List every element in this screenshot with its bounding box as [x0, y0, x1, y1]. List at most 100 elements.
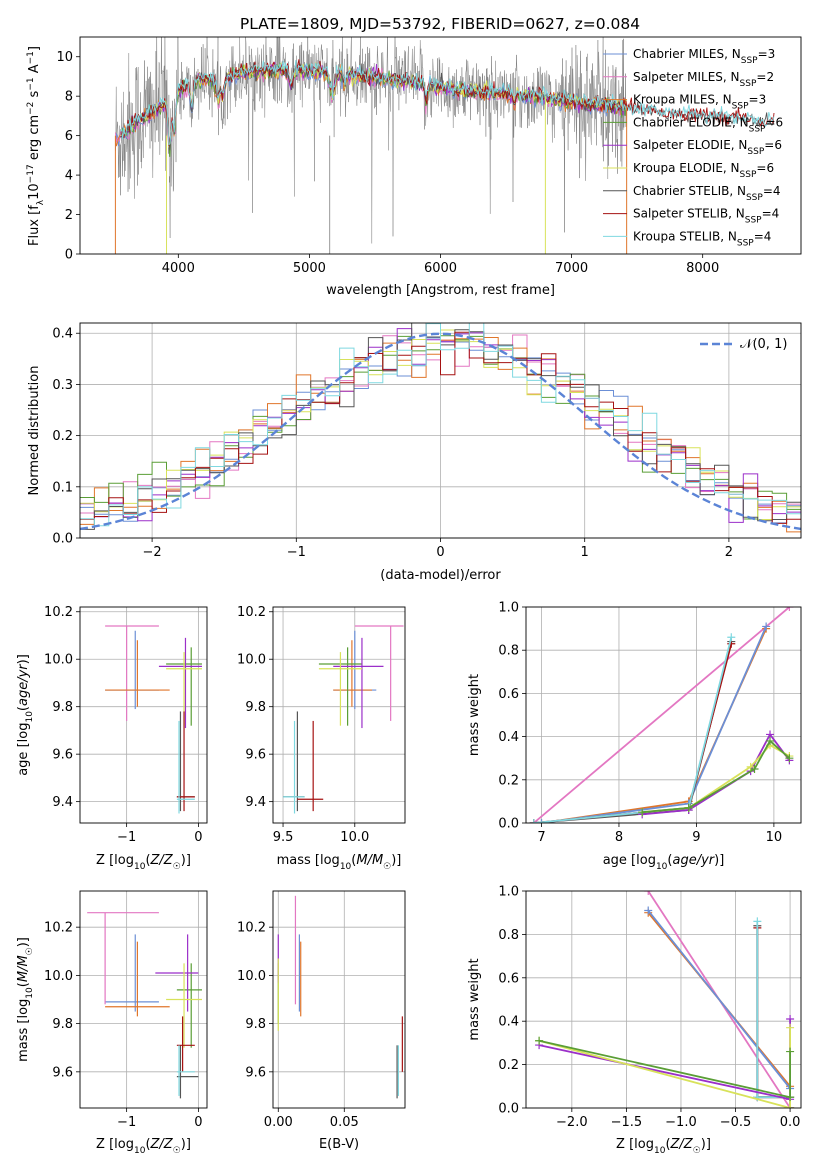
legend-label: Salpeter MILES, NSSP=2	[633, 70, 774, 89]
x-tick-label: 9.5	[273, 830, 294, 845]
y-tick-label: 0	[65, 248, 73, 263]
y-axis-label: Normed distribution	[27, 366, 42, 496]
x-axis-label-part: ☉	[173, 862, 181, 872]
legend-label-part: SSP	[740, 79, 757, 89]
plot-area-weight-vs-age	[529, 607, 794, 823]
x-axis-label-part: (	[667, 853, 672, 868]
y-axis-label-part: mass [log	[16, 999, 31, 1062]
x-axis-label-part: age/yr	[672, 853, 715, 868]
x-axis-label-part: M/M	[356, 853, 383, 868]
plot-area-mass-vs-EBV	[277, 895, 403, 1099]
axes-frame-weight-vs-age	[525, 606, 802, 824]
weight-series-line	[533, 607, 790, 823]
y-axis-label: Flux [fλ10−17 erg cm−2 s−1 A−1]	[26, 46, 46, 246]
plot-area-residuals	[80, 323, 801, 533]
weight-point-marker	[766, 736, 775, 745]
legend-label-part: =4	[762, 207, 780, 221]
x-axis-label-part: Z [log	[96, 853, 134, 868]
panel-spectrum: 4000 5000 6000 7000 8000 0 2 4 6 8 10 Chabrier MILE…	[26, 36, 802, 298]
panel-residuals: −2 −1 0 1 2 0.0 0.1 0.2 0.3 0.4 𝒩(0, 1) (data-model…	[27, 322, 802, 583]
legend-label: Kroupa ELODIE, NSSP=6	[633, 161, 774, 180]
y-axis-label-part: (	[16, 706, 31, 711]
weight-point-marker	[684, 803, 693, 812]
histogram-step-line	[80, 323, 801, 527]
axes-frame-age-vs-Z	[79, 606, 208, 824]
y-axis-label-part: (	[16, 982, 31, 987]
y-tick-label: 0.3	[52, 378, 73, 393]
legend-label: 𝒩(0, 1)	[740, 337, 787, 352]
weight-point-marker	[785, 754, 794, 763]
y-tick-label: 2	[65, 208, 73, 223]
x-axis-label-part: age [log	[603, 853, 656, 868]
x-axis-label-part: ☉	[173, 1146, 181, 1156]
legend-label: Chabrier ELODIE, NSSP=6	[633, 115, 783, 134]
x-axis-label-part: ☉	[693, 1146, 701, 1156]
weight-point-marker	[786, 1047, 795, 1056]
x-axis-label: wavelength [Angstrom, rest frame]	[326, 283, 555, 298]
y-axis-label-part: −1	[26, 77, 36, 90]
legend-label: Kroupa MILES, NSSP=3	[633, 93, 766, 112]
x-axis-label-part: mass [log	[277, 853, 340, 868]
legend-label-part: =6	[765, 115, 783, 129]
y-axis-label-part: age/yr	[16, 663, 31, 706]
y-axis-label-part: )]	[16, 654, 31, 664]
x-axis-label-part: )]	[701, 1137, 711, 1152]
x-tick-label: 10.0	[340, 830, 369, 845]
legend-label-part: Chabrier MILES, N	[633, 47, 741, 61]
x-tick-label: 0	[194, 830, 202, 845]
x-tick-label: 0.00	[264, 1115, 293, 1130]
y-tick-label: 10.0	[237, 969, 266, 984]
panel-age-vs-Z: −1 09.49.69.810.010.2Z [log10(Z/Z☉)]age […	[16, 605, 208, 872]
legend-label-part: Salpeter MILES, N	[633, 70, 740, 84]
legend-label-part: Kroupa MILES, N	[633, 93, 732, 107]
plot-area-spectrum	[114, 37, 775, 254]
x-axis-label-part: ☉	[383, 862, 391, 872]
y-axis-label-part: −17	[26, 164, 36, 183]
x-tick-label: 0	[194, 1115, 202, 1130]
y-tick-label: 10	[56, 50, 73, 65]
x-axis-label-part: )]	[391, 853, 401, 868]
y-tick-label: 0.2	[498, 773, 519, 788]
x-tick-label: 1	[581, 545, 589, 560]
y-axis-label-part: )]	[16, 937, 31, 947]
y-tick-label: 10.2	[44, 921, 73, 936]
y-axis-label: mass [log10(M/M☉)]	[16, 937, 35, 1062]
weight-point-marker	[786, 1015, 795, 1024]
axes-frame-spectrum	[79, 36, 802, 255]
legend-label-part: SSP	[732, 102, 749, 112]
x-axis-label-part: )]	[181, 853, 191, 868]
panel-weight-vs-Z: −2.0 −1.5 −1.0 −0.5 0.0 0.0 0.2 0.4 0.6 0.8 1.0 Z […	[467, 885, 802, 1156]
plot-area-weight-vs-Z	[535, 891, 795, 1108]
y-tick-label: 0.2	[498, 1058, 519, 1073]
y-tick-label: 0.0	[498, 1102, 519, 1117]
weight-point-marker	[537, 819, 546, 823]
y-tick-label: 0.4	[498, 1015, 519, 1030]
legend-label-part: 𝒩	[740, 337, 755, 352]
x-axis-label-part: 10	[134, 1146, 146, 1156]
y-axis-label-part: −2	[26, 102, 36, 115]
legend-label-part: Chabrier STELIB, N	[633, 184, 746, 198]
x-axis-label: mass [log10(M/M☉)]	[277, 853, 402, 872]
weight-point-marker	[786, 1104, 795, 1108]
legend-label-part: SSP	[746, 193, 763, 203]
legend-label-part: Salpeter STELIB, N	[633, 207, 745, 221]
x-tick-label: −1.5	[611, 1115, 643, 1130]
x-tick-label: 0.0	[780, 1115, 801, 1130]
x-tick-label: 5000	[293, 261, 326, 276]
y-tick-label: 1.0	[498, 601, 519, 616]
y-axis-label: mass weight	[467, 958, 482, 1040]
axes-frame-weight-vs-Z	[525, 890, 802, 1109]
panel-mass-vs-EBV: 0.00 0.05 9.6 9.8 10.0 10.2 E(B-V)	[237, 890, 406, 1152]
x-tick-label: 7000	[555, 261, 588, 276]
y-axis-label-part: age [log	[16, 723, 31, 776]
y-tick-label: 0.4	[498, 730, 519, 745]
x-tick-label: 2	[725, 545, 733, 560]
legend-label-part: Kroupa ELODIE, N	[633, 161, 740, 175]
x-axis-label-part: )]	[181, 1137, 191, 1152]
y-tick-label: 6	[65, 129, 73, 144]
legend-label-part: SSP	[737, 238, 754, 248]
x-tick-label: −2	[143, 545, 162, 560]
